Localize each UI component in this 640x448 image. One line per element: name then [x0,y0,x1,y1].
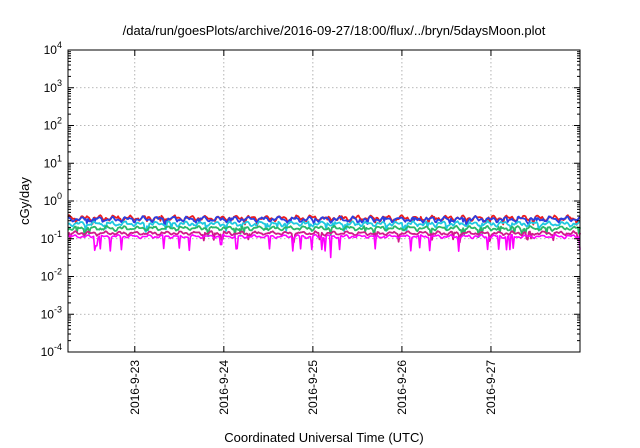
y-axis-label: cGy/day [17,177,32,225]
series-line-5 [67,230,581,244]
y-axis: 10-4 10-3 10-2 10-1 100 101 102 103 104 [41,40,580,359]
x-tick-label: 2016-9-24 [217,360,231,415]
y-tick-label: 101 [44,153,62,170]
x-tick-label: 2016-9-25 [306,360,320,415]
series-line-6 [67,233,581,259]
y-tick-label: 100 [44,191,62,208]
x-tick-label: 2016-9-26 [395,360,409,415]
series-line-2 [67,215,581,227]
y-tick-label: 10-3 [41,304,62,321]
y-tick-label: 104 [44,40,62,57]
y-tick-label: 102 [44,116,62,133]
x-axis: 2016-9-23 2016-9-24 2016-9-25 2016-9-26 2016… [128,50,498,415]
x-tick-label: 2016-9-27 [484,360,498,415]
y-tick-label: 10-1 [41,229,62,246]
x-axis-label: Coordinated Universal Time (UTC) [224,430,423,445]
y-tick-label: 10-4 [41,342,62,359]
x-tick-label: 2016-9-23 [128,360,142,415]
series-group [67,214,581,259]
grid [68,50,580,352]
series-line-4 [67,224,581,239]
series-line-3 [67,219,581,233]
chart-title: /data/run/goesPlots/archive/2016-09-27/1… [123,23,546,38]
y-tick-label: 10-2 [41,267,62,284]
y-tick-label: 103 [44,78,62,95]
